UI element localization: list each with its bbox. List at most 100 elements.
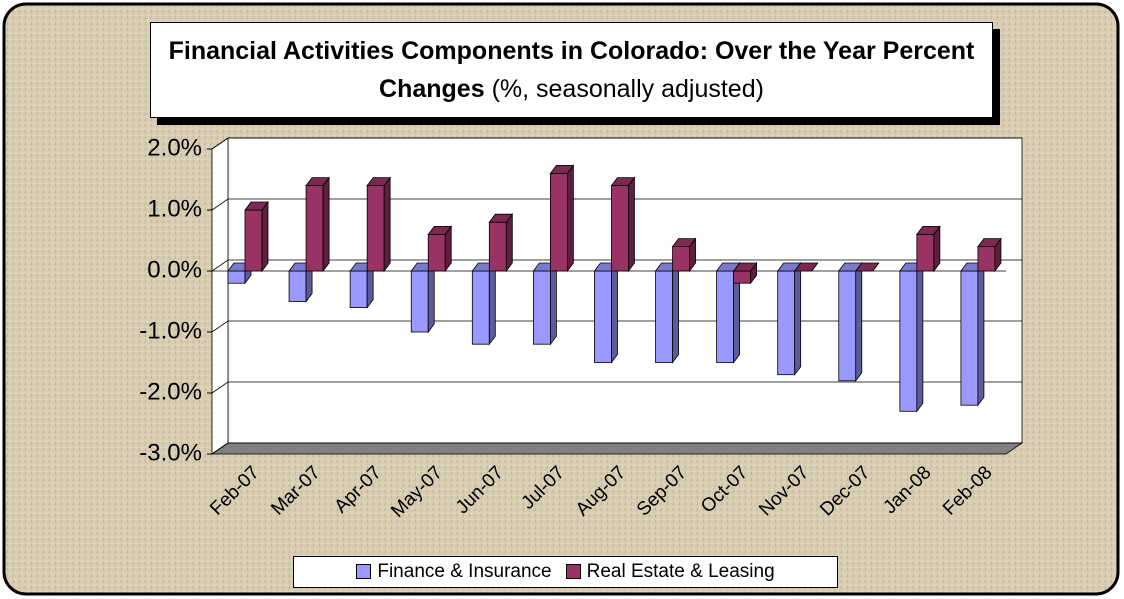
legend-label: Finance & Insurance: [377, 561, 552, 582]
floor: [210, 442, 1024, 455]
bar-side: [977, 261, 985, 407]
legend-label: Real Estate & Leasing: [586, 561, 775, 582]
bar-side: [611, 261, 618, 364]
bar-front: [288, 270, 307, 302]
bar: [776, 261, 802, 376]
bar-top: [549, 164, 575, 174]
legend: Finance & Insurance Real Estate & Leasing: [293, 556, 838, 588]
chart-subtitle: (%, seasonally adjusted): [491, 75, 764, 103]
bar-front: [716, 270, 735, 363]
bar-front: [899, 270, 918, 412]
bar-top: [610, 177, 636, 187]
bar: [899, 261, 924, 413]
grid-line: [211, 198, 1022, 211]
bar-front: [960, 270, 979, 406]
bar-front: [977, 246, 996, 272]
y-tick-label: 0.0%: [147, 256, 202, 283]
bar-front: [410, 270, 429, 333]
bar-top: [488, 213, 514, 223]
bar: [427, 225, 453, 273]
grid-line: [211, 381, 1022, 394]
chart-title: Financial Activities Components in Color…: [168, 37, 975, 103]
bar-top: [916, 225, 941, 235]
bar-side: [549, 261, 557, 346]
legend-swatch: [565, 564, 581, 580]
bar: [305, 176, 330, 273]
bar-top: [793, 262, 819, 272]
bar: [532, 261, 558, 346]
bar: [837, 261, 863, 382]
bar: [471, 261, 497, 346]
side-wall: [211, 137, 229, 455]
bar-top: [671, 238, 697, 248]
bar-top: [977, 238, 1002, 248]
bar-front: [349, 270, 368, 308]
bar-front: [227, 270, 246, 284]
bar: [366, 176, 391, 273]
bar-front: [532, 270, 551, 345]
y-tick-label: -3.0%: [139, 439, 202, 466]
bar-front: [672, 246, 690, 272]
bar-front: [655, 270, 673, 363]
bar: [610, 176, 636, 273]
bar-top: [854, 262, 880, 272]
bar-front: [366, 185, 385, 272]
bar-front: [549, 172, 568, 272]
bar-side: [855, 261, 863, 382]
bar: [793, 262, 819, 272]
bar-front: [488, 221, 507, 272]
bar-side: [505, 212, 513, 273]
bar-front: [471, 270, 490, 345]
bar-front: [916, 233, 935, 272]
bar: [654, 261, 680, 364]
bar-side: [427, 261, 435, 334]
bar-side: [628, 176, 635, 273]
bar-top: [244, 201, 269, 211]
bar: [715, 261, 741, 364]
bar-front: [305, 185, 324, 272]
bar-top: [366, 177, 391, 187]
bar: [671, 237, 697, 273]
bar: [227, 261, 252, 285]
y-tick-label: -1.0%: [139, 317, 202, 344]
y-tick-label: 2.0%: [147, 134, 202, 161]
bar-front: [244, 209, 263, 272]
bar-top: [305, 177, 330, 187]
bar-side: [322, 176, 330, 273]
bar: [977, 237, 1002, 273]
legend-item: Real Estate & Leasing: [565, 561, 775, 583]
bar-side: [672, 261, 679, 364]
title-text: Financial Activities Components in Color…: [161, 32, 982, 108]
grid-line: [211, 137, 1022, 150]
bar-side: [261, 200, 269, 273]
bar-front: [733, 270, 752, 284]
bar: [244, 200, 269, 273]
bar-side: [916, 261, 924, 413]
bar: [488, 212, 514, 273]
bar-front: [777, 270, 796, 376]
y-tick-label: -2.0%: [139, 378, 202, 405]
bar-front: [594, 270, 612, 363]
bar: [854, 262, 880, 272]
bar: [410, 261, 436, 334]
bar-top: [427, 225, 453, 235]
grid-line: [211, 320, 1022, 333]
y-tick-label: 1.0%: [147, 195, 202, 222]
grid-line: [211, 259, 1022, 272]
bar-side: [566, 164, 574, 273]
bar: [732, 261, 758, 285]
title-box: Financial Activities Components in Color…: [150, 22, 993, 118]
bar-front: [838, 270, 857, 382]
bar: [549, 164, 575, 273]
bar-front: [611, 185, 629, 272]
bar: [916, 225, 941, 273]
bar-side: [488, 261, 496, 346]
bar: [960, 261, 985, 407]
legend-swatch: [356, 564, 372, 580]
bar-side: [794, 261, 802, 376]
bar-side: [383, 176, 391, 273]
bar: [593, 261, 619, 364]
bar-front: [427, 233, 446, 272]
